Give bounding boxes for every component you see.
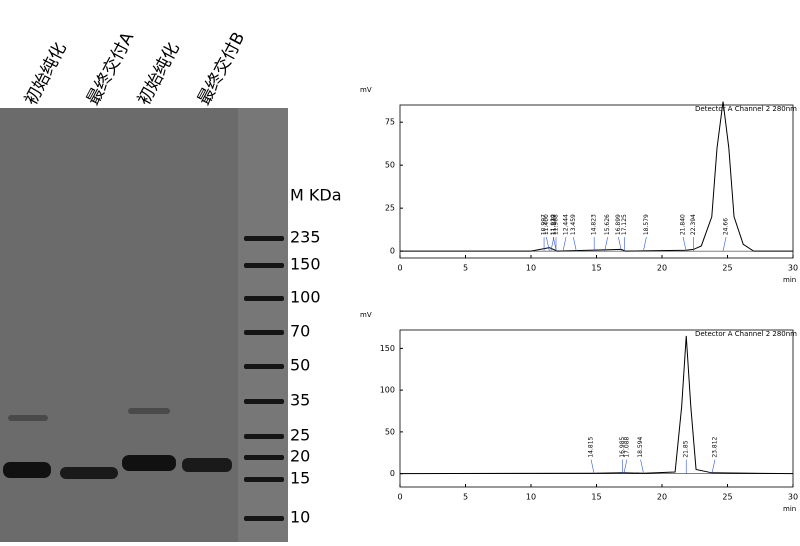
x-tick-label: 30 (788, 493, 798, 502)
peak-label: 21.85 (683, 440, 690, 457)
band (8, 415, 48, 421)
y-tick-label: 0 (390, 469, 395, 478)
lane-label: 初始纯化 (21, 39, 71, 108)
marker-label: 235 (290, 228, 321, 247)
marker-band (244, 477, 284, 482)
peak-label: 18.579 (643, 214, 650, 235)
x-tick-label: 30 (788, 264, 798, 273)
trace (400, 101, 793, 252)
y-tick-label: 100 (380, 386, 395, 395)
marker-band (244, 399, 284, 404)
marker-label: 50 (290, 356, 310, 375)
x-tick-label: 20 (657, 264, 667, 273)
peak-marker (618, 237, 622, 252)
y-tick-label: 0 (390, 247, 395, 256)
marker-label: 100 (290, 288, 321, 307)
x-tick-label: 0 (397, 493, 402, 502)
x-tick-label: 10 (526, 264, 536, 273)
marker-label: 20 (290, 447, 310, 466)
marker-label: 35 (290, 391, 310, 410)
marker-band (244, 330, 284, 335)
peak-label: 13.459 (570, 214, 577, 235)
peak-marker (711, 459, 716, 474)
marker-band (244, 236, 284, 241)
peak-marker (640, 459, 644, 474)
peak-label: 11.930 (550, 214, 557, 235)
peak-label: 16.985 (619, 436, 626, 457)
band (60, 467, 118, 479)
trace (399, 335, 794, 475)
peak-label: 11.400 (543, 214, 550, 235)
x-tick-label: 5 (463, 493, 468, 502)
y-tick-label: 50 (385, 161, 395, 170)
peak-marker (604, 237, 608, 252)
x-tick-label: 25 (722, 493, 732, 502)
marker-band (244, 364, 284, 369)
peak-marker (562, 237, 567, 252)
peak-label: 14.815 (588, 436, 595, 457)
y-tick-label: 75 (385, 118, 395, 127)
detector-label: Detector A Channel 2 280nm (695, 330, 797, 338)
x-tick-label: 25 (722, 264, 732, 273)
peak-label: 24.66 (723, 218, 730, 235)
peak-label: 18.594 (637, 436, 644, 457)
marker-band (244, 516, 284, 521)
x-tick-label: 15 (591, 264, 601, 273)
band (3, 462, 51, 478)
peak-label: 10.997 (541, 214, 548, 235)
peak-marker (623, 459, 628, 474)
lane-label: 最终交付B (194, 29, 249, 109)
lane-label: 初始纯化 (134, 39, 184, 108)
x-tick-label: 15 (591, 493, 601, 502)
x-tick-label: 10 (526, 493, 536, 502)
marker-band (244, 455, 284, 460)
peak-label: 15.626 (604, 214, 611, 235)
y-tick-label: 25 (385, 204, 395, 213)
peak-label: 22.394 (690, 214, 697, 235)
plot-area (399, 329, 794, 488)
y-axis-label: mV (360, 86, 372, 94)
band (122, 455, 176, 471)
peak-marker (550, 237, 555, 252)
peak-marker (546, 237, 550, 252)
peak-label: 23.812 (711, 436, 718, 457)
y-tick-label: 50 (385, 427, 395, 436)
peak-label: 12.444 (563, 214, 570, 235)
marker-lane (238, 108, 288, 542)
x-axis-label: min (783, 276, 796, 284)
peak-label: 21.840 (680, 214, 687, 235)
marker-band (244, 296, 284, 301)
peak-label: 16.899 (615, 214, 622, 235)
marker-label: 150 (290, 255, 321, 274)
peak-label: 11.517 (550, 214, 557, 235)
detector-label: Detector A Channel 2 280nm (695, 105, 797, 113)
band (128, 408, 170, 414)
peak-marker (590, 459, 595, 474)
peak-label: 14.823 (591, 214, 598, 235)
peak-label: 17.088 (623, 436, 630, 457)
marker-band (244, 263, 284, 268)
peak-marker (573, 237, 577, 252)
marker-label: 10 (290, 508, 310, 527)
peak-marker (643, 237, 647, 252)
lane-label: 最终交付A (83, 29, 138, 109)
marker-label: 70 (290, 322, 310, 341)
peak-label: 17.125 (621, 214, 628, 235)
marker-label: 15 (290, 469, 310, 488)
x-tick-label: 5 (463, 264, 468, 273)
marker-band (244, 434, 284, 439)
x-tick-label: 0 (397, 264, 402, 273)
x-tick-label: 20 (657, 493, 667, 502)
band (182, 458, 232, 472)
y-tick-label: 150 (380, 344, 395, 353)
marker-title: M KDa (290, 186, 342, 205)
y-axis-label: mV (360, 311, 372, 319)
peak-marker (722, 237, 727, 252)
peak-label: 11.908 (552, 214, 559, 235)
peak-marker (682, 237, 687, 252)
x-axis-label: min (783, 505, 796, 513)
marker-label: 25 (290, 426, 310, 445)
